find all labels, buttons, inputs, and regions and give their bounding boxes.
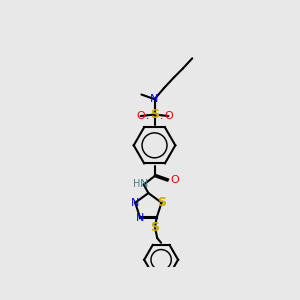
Text: :: : (146, 111, 149, 121)
Text: N: N (136, 213, 144, 223)
Text: N: N (150, 94, 159, 104)
Text: S: S (150, 108, 159, 121)
Text: S: S (157, 196, 166, 209)
Text: N: N (131, 198, 140, 208)
Text: O: O (136, 111, 145, 121)
Text: O: O (170, 175, 179, 185)
Text: O: O (164, 111, 173, 121)
Text: S: S (151, 221, 160, 234)
Text: N: N (140, 179, 148, 189)
Text: :: : (160, 111, 163, 121)
Text: H: H (133, 179, 140, 189)
